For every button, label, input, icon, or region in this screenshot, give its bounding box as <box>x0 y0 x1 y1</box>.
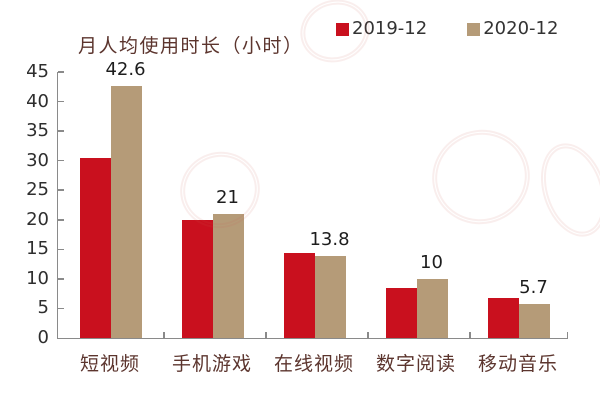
bar-value-label: 10 <box>420 251 443 273</box>
y-axis-tick-label: 45 <box>26 61 49 82</box>
bar-2019-12 <box>284 253 315 338</box>
legend-item-2019-12: 2019-12 <box>336 20 427 38</box>
legend-label: 2020-12 <box>483 18 559 39</box>
y-axis-tick <box>58 100 64 103</box>
y-axis-tick <box>58 248 64 251</box>
y-axis-tick-label: 35 <box>26 120 49 142</box>
bar-2020-12 <box>315 256 346 338</box>
x-axis-tick <box>469 332 471 338</box>
bar-2020-12 <box>417 278 448 338</box>
y-axis-tick <box>58 189 64 191</box>
x-axis-category-label: 在线视频 <box>273 353 354 375</box>
watermark-stamp <box>292 0 378 72</box>
legend-item-2020-12: 2020-12 <box>467 20 558 38</box>
y-axis-tick-label: 15 <box>26 238 49 260</box>
bar-2019-12 <box>80 157 111 338</box>
legend-swatch <box>467 22 481 36</box>
bar-2019-12 <box>488 297 519 338</box>
chart-title: 月人均使用时长（小时） <box>78 35 304 57</box>
y-axis-tick <box>58 219 64 221</box>
y-axis-tick <box>58 130 64 132</box>
x-axis-tick <box>163 332 165 338</box>
y-axis-tick-label: 5 <box>37 297 49 319</box>
y-axis-tick-label: 40 <box>26 90 49 112</box>
bar-value-label: 42.6 <box>105 59 146 81</box>
x-axis-tick <box>367 332 369 338</box>
bar-value-label: 5.7 <box>519 277 548 299</box>
bar-2019-12 <box>182 219 213 338</box>
plot-area <box>57 71 568 339</box>
bar-2019-12 <box>386 287 417 338</box>
x-axis-tick <box>566 332 568 338</box>
x-axis-category-label: 短视频 <box>79 353 140 375</box>
bar-2020-12 <box>519 304 550 338</box>
y-axis-tick <box>58 278 64 280</box>
legend-label: 2019-12 <box>352 18 428 39</box>
x-axis-category-label: 数字阅读 <box>375 353 456 375</box>
y-axis-tick-label: 10 <box>26 267 49 289</box>
x-axis-category-label: 移动音乐 <box>477 353 558 375</box>
y-axis-tick <box>58 159 64 162</box>
legend: 2019-12 2020-12 <box>336 20 558 38</box>
y-axis-tick-label: 20 <box>26 208 49 230</box>
bar-value-label: 21 <box>216 186 239 208</box>
y-axis-tick <box>58 307 64 310</box>
bar-2020-12 <box>111 86 142 338</box>
bar-2020-12 <box>213 213 244 338</box>
bar-value-label: 13.8 <box>309 229 350 251</box>
y-axis-tick-label: 30 <box>26 149 49 171</box>
y-axis-tick <box>58 71 64 73</box>
y-axis-tick-label: 25 <box>26 179 49 201</box>
x-axis-tick <box>265 332 267 338</box>
x-axis-category-label: 手机游戏 <box>171 353 252 375</box>
y-axis-tick-label: 0 <box>37 327 49 348</box>
legend-swatch <box>336 22 349 36</box>
